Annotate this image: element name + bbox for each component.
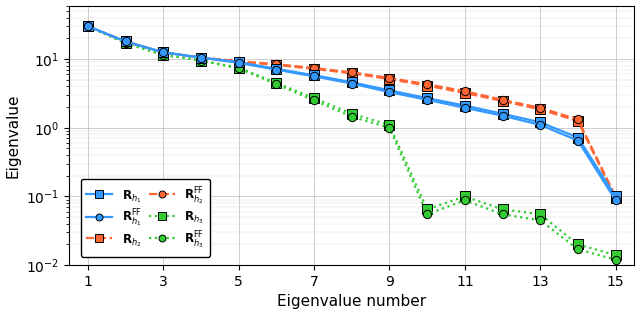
Y-axis label: Eigenvalue: Eigenvalue (6, 93, 20, 178)
Legend: $\mathbf{R}_{h_1}$, $\mathbf{R}_{h_1}^{\mathrm{FF}}$, $\mathbf{R}_{h_2}$, $\math: $\mathbf{R}_{h_1}$, $\mathbf{R}_{h_1}^{\… (81, 179, 211, 257)
X-axis label: Eigenvalue number: Eigenvalue number (277, 295, 426, 309)
